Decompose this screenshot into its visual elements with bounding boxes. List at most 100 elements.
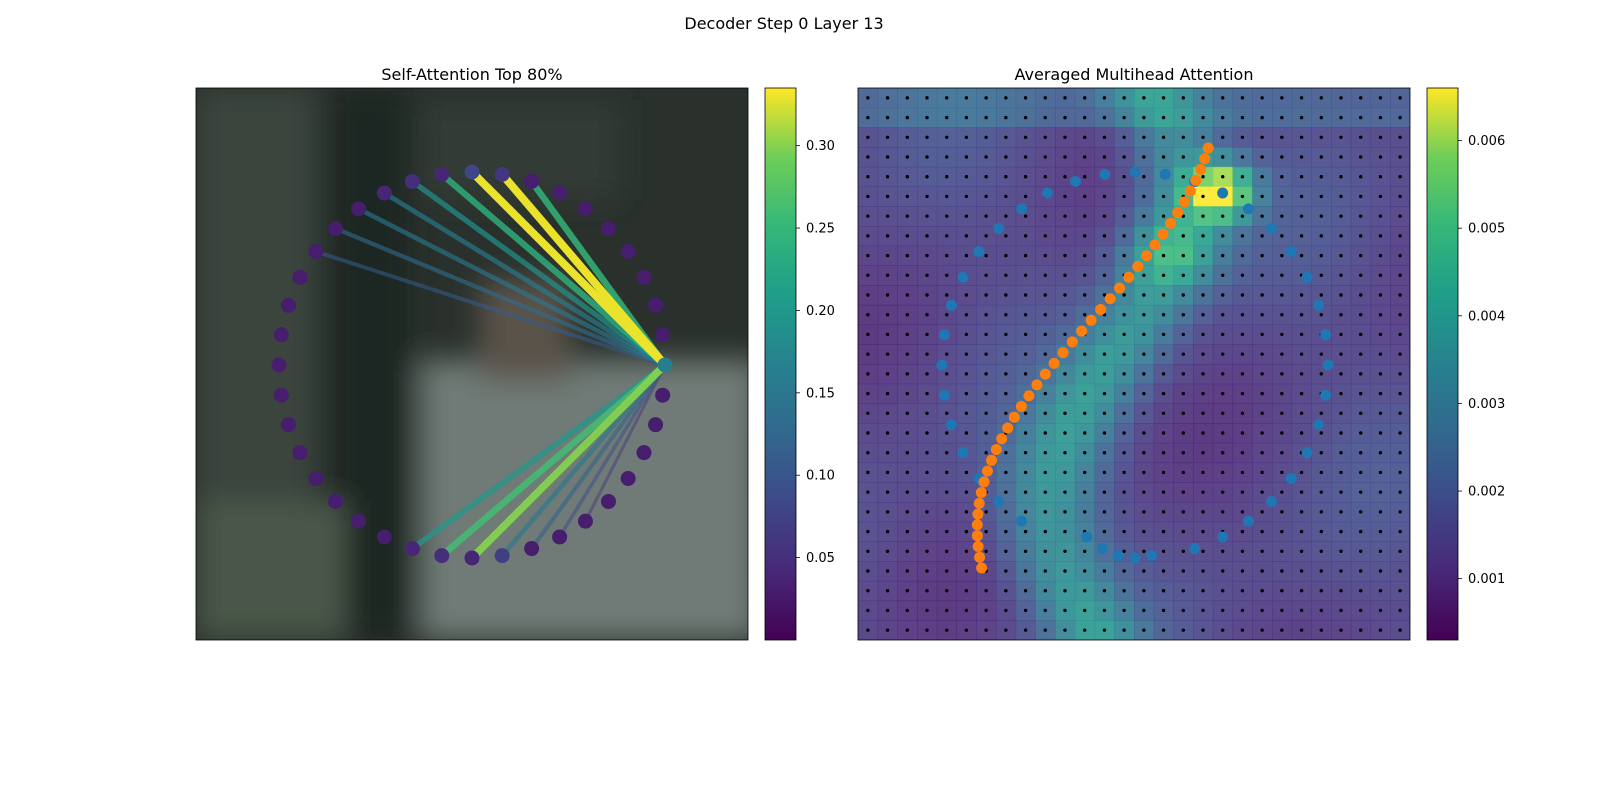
grid-point (1122, 391, 1126, 396)
grid-point (1339, 549, 1343, 553)
outer-ring-point (993, 223, 1005, 235)
grid-point (1063, 96, 1067, 100)
colorbar-tick-label: 0.004 (1468, 309, 1505, 324)
inner-curve-point (976, 562, 988, 574)
grid-point (984, 96, 988, 100)
grid-point (1122, 253, 1126, 258)
grid-point (1280, 313, 1284, 317)
grid-point (925, 313, 929, 317)
grid-point (1023, 352, 1028, 356)
grid-point (1299, 332, 1304, 337)
grid-point (1102, 589, 1107, 593)
colorbar-tick-label: 0.20 (806, 304, 835, 319)
grid-point (1181, 569, 1185, 573)
grid-point (1102, 628, 1107, 632)
grid-point (1378, 490, 1383, 494)
grid-point (1201, 510, 1205, 514)
grid-point (1043, 628, 1047, 632)
outer-ring-point (1146, 550, 1158, 562)
grid-point (1004, 115, 1008, 120)
grid-point (1122, 529, 1126, 534)
grid-point (866, 194, 870, 199)
grid-point (1280, 253, 1284, 258)
grid-point (1004, 589, 1008, 593)
grid-point (1201, 194, 1205, 199)
grid-point (1319, 510, 1323, 514)
grid-point (984, 549, 988, 553)
grid-point (1398, 510, 1402, 514)
outer-ring-point (957, 271, 969, 283)
grid-point (984, 273, 988, 277)
grid-point (1201, 529, 1205, 534)
grid-point (885, 313, 890, 317)
outer-ring-point (1096, 543, 1108, 555)
grid-point (1023, 135, 1028, 139)
grid-point (1102, 451, 1107, 455)
grid-point (1122, 352, 1126, 356)
grid-point (1240, 234, 1245, 238)
grid-point (1280, 589, 1284, 593)
grid-point (1240, 589, 1245, 593)
grid-point (1240, 470, 1245, 475)
grid-point (1378, 234, 1383, 238)
grid-point (1280, 490, 1284, 494)
right-colorbar-gradient (1426, 87, 1459, 641)
grid-point (984, 510, 988, 514)
inner-curve-point (1123, 271, 1135, 283)
grid-point (1063, 175, 1067, 179)
grid-point (1083, 273, 1087, 277)
grid-point (1004, 372, 1008, 376)
grid-point (1339, 569, 1343, 573)
inner-curve-point (1149, 239, 1161, 251)
grid-point (1161, 431, 1166, 435)
grid-point (885, 391, 890, 396)
grid-point (1181, 391, 1185, 396)
grid-point (1142, 391, 1146, 396)
grid-point (905, 234, 909, 238)
attention-edge (334, 226, 666, 367)
grid-point (1122, 608, 1126, 613)
grid-point (1201, 96, 1205, 100)
grid-point (945, 352, 949, 356)
grid-point (1063, 451, 1067, 455)
grid-point (905, 175, 909, 179)
grid-point (1378, 391, 1383, 396)
grid-point (1260, 234, 1264, 238)
grid-point (1221, 608, 1225, 613)
grid-point (1142, 470, 1146, 475)
grid-point (1102, 194, 1107, 199)
attention-edge (383, 190, 667, 368)
grid-point (1102, 490, 1107, 494)
grid-point (925, 115, 929, 120)
grid-point (1063, 549, 1067, 553)
grid-point (1023, 96, 1028, 100)
grid-point (1083, 194, 1087, 199)
grid-point (1201, 628, 1205, 632)
grid-point (1240, 194, 1245, 199)
grid-point (1043, 352, 1047, 356)
grid-point (1023, 194, 1028, 199)
grid-point (885, 569, 890, 573)
grid-point (1083, 411, 1087, 415)
grid-point (1142, 293, 1146, 297)
grid-point (1102, 391, 1107, 396)
grid-point (925, 608, 929, 613)
outer-ring-point (945, 299, 957, 311)
grid-point (1043, 470, 1047, 475)
outer-ring-point (1016, 515, 1028, 527)
attention-edge (439, 362, 668, 559)
inner-curve-point (1157, 228, 1169, 240)
grid-point (905, 214, 909, 218)
grid-point (1319, 470, 1323, 475)
grid-point (1063, 608, 1067, 613)
grid-point (1378, 451, 1383, 455)
inner-curve-point (990, 444, 1002, 456)
grid-point (1083, 293, 1087, 297)
grid-point (1142, 529, 1146, 534)
grid-point (866, 549, 870, 553)
grid-point (1378, 135, 1383, 139)
grid-point (1221, 293, 1225, 297)
grid-point (1359, 391, 1363, 396)
grid-point (1378, 529, 1383, 534)
grid-point (1122, 293, 1126, 297)
